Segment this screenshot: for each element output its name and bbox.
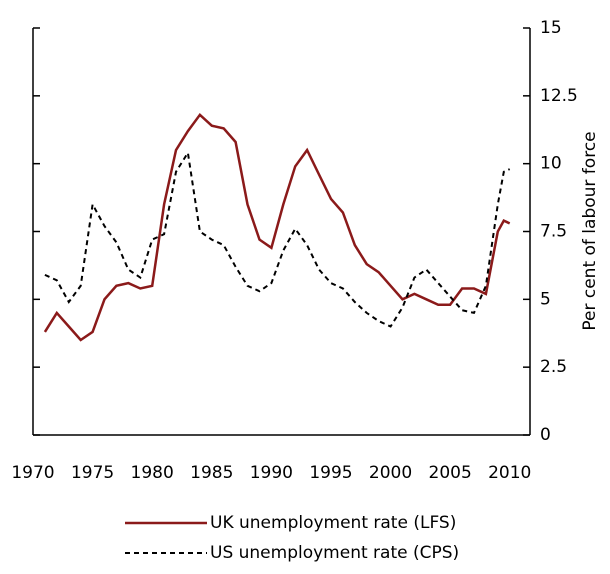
y-tick-label: 12.5 — [540, 86, 578, 106]
y-axis-label: Per cent of labour force — [580, 131, 600, 330]
x-tick-label: 1975 — [71, 463, 114, 483]
x-tick-label: 1985 — [190, 463, 233, 483]
legend-label: UK unemployment rate (LFS) — [210, 513, 456, 533]
line — [44, 149, 511, 328]
x-tick-label: 1980 — [131, 463, 174, 483]
x-tick-label: 2005 — [429, 463, 472, 483]
x-tick-label: 1970 — [11, 463, 54, 483]
x-tick-label: 1990 — [250, 463, 293, 483]
x-tick-label: 2010 — [488, 463, 531, 483]
y-tick-label: 7.5 — [540, 222, 567, 242]
y-tick-label: 2.5 — [540, 357, 567, 377]
y-tick-label: 5 — [540, 289, 551, 309]
y-tick-label: 15 — [540, 18, 562, 38]
x-tick-label: 1995 — [309, 463, 352, 483]
line — [43, 112, 511, 342]
y-tick-label: 0 — [540, 425, 551, 445]
legend-label: US unemployment rate (CPS) — [210, 543, 459, 563]
y-tick-label: 10 — [540, 154, 562, 174]
x-tick-label: 2000 — [369, 463, 412, 483]
